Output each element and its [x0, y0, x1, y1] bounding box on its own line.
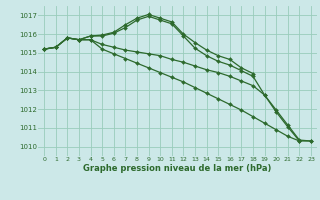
X-axis label: Graphe pression niveau de la mer (hPa): Graphe pression niveau de la mer (hPa) — [84, 164, 272, 173]
